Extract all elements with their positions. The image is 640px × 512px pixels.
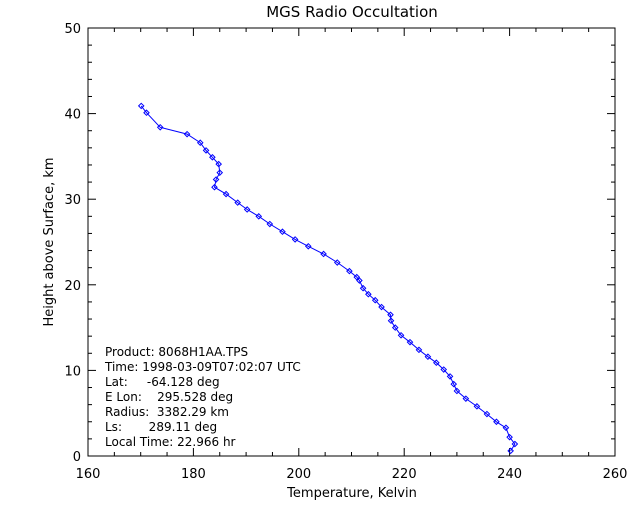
info-radius: Radius: 3382.29 km: [105, 405, 229, 419]
data-point-marker: [406, 338, 414, 346]
data-point-marker: [356, 277, 363, 284]
data-point-marker: [397, 331, 405, 339]
y-tick-label: 50: [64, 22, 81, 37]
y-tick-label: 10: [64, 364, 81, 379]
data-point-marker: [462, 395, 470, 402]
data-point-marker: [320, 250, 327, 258]
y-tick-label: 20: [64, 279, 81, 294]
x-tick-label: 260: [603, 467, 628, 482]
data-point-marker: [234, 199, 241, 206]
info-local-time: Local Time: 22.966 hr: [105, 435, 236, 449]
data-point-marker: [291, 236, 299, 243]
data-point-marker: [450, 380, 458, 388]
x-tick-label: 180: [181, 467, 206, 482]
data-point-marker: [473, 403, 481, 410]
data-point-marker: [333, 259, 341, 266]
data-point-marker: [371, 296, 379, 304]
x-tick-label: 160: [76, 467, 101, 482]
data-point-marker: [346, 267, 353, 275]
x-axis: 160 180 200 220 240 260: [76, 28, 628, 482]
chart-title: MGS Radio Occultation: [266, 3, 438, 21]
data-point-marker: [255, 213, 263, 220]
data-point-marker: [415, 346, 423, 354]
info-product: Product: 8068H1AA.TPS: [105, 345, 248, 359]
data-point-marker: [353, 273, 361, 281]
data-point-marker: [506, 433, 513, 441]
y-tick-label: 0: [73, 450, 81, 465]
data-point-marker: [243, 206, 251, 213]
data-point-marker: [387, 317, 395, 325]
data-point-marker: [266, 220, 274, 228]
x-tick-label: 240: [497, 467, 522, 482]
x-axis-label: Temperature, Kelvin: [286, 486, 417, 501]
data-point-marker: [365, 290, 372, 298]
info-lat: Lat: -64.128 deg: [105, 375, 220, 389]
data-point-marker: [502, 424, 510, 432]
y-axis: 0 10 20 30 40 50: [64, 22, 615, 465]
x-tick-label: 220: [392, 467, 417, 482]
data-point-marker: [137, 102, 145, 110]
y-tick-label: 40: [64, 108, 81, 123]
data-point-marker: [507, 447, 514, 455]
data-point-marker: [156, 123, 164, 131]
info-ls: Ls: 289.11 deg: [105, 420, 217, 434]
data-point-marker: [387, 311, 394, 319]
data-point-marker: [279, 228, 286, 236]
data-point-marker: [453, 387, 461, 395]
data-point-marker: [359, 284, 367, 292]
x-tick-label: 200: [286, 467, 311, 482]
data-point-marker: [511, 440, 519, 448]
data-point-marker: [215, 160, 223, 168]
data-point-marker: [391, 324, 399, 331]
data-point-marker: [433, 359, 440, 367]
info-time: Time: 1998-03-09T07:02:07 UTC: [104, 360, 301, 374]
data-point-marker: [446, 373, 454, 380]
data-point-marker: [183, 130, 191, 138]
data-point-marker: [493, 418, 500, 426]
temperature-profile-markers: [137, 102, 519, 455]
data-point-marker: [222, 190, 230, 198]
data-point-marker: [209, 153, 216, 161]
data-point-marker: [212, 176, 220, 183]
data-point-marker: [378, 303, 385, 311]
data-point-marker: [216, 169, 224, 176]
data-point-marker: [304, 242, 312, 250]
occultation-info: Product: 8068H1AA.TPS Time: 1998-03-09T0…: [104, 345, 301, 449]
data-point-marker: [440, 366, 448, 373]
info-elon: E Lon: 295.528 deg: [105, 390, 233, 404]
data-point-marker: [483, 410, 491, 418]
data-point-marker: [424, 353, 432, 361]
data-point-marker: [202, 147, 210, 154]
y-axis-label: Height above Surface, km: [42, 157, 57, 326]
data-point-marker: [211, 183, 218, 191]
data-point-marker: [143, 109, 150, 117]
y-tick-label: 30: [64, 193, 81, 208]
data-point-marker: [196, 139, 204, 147]
